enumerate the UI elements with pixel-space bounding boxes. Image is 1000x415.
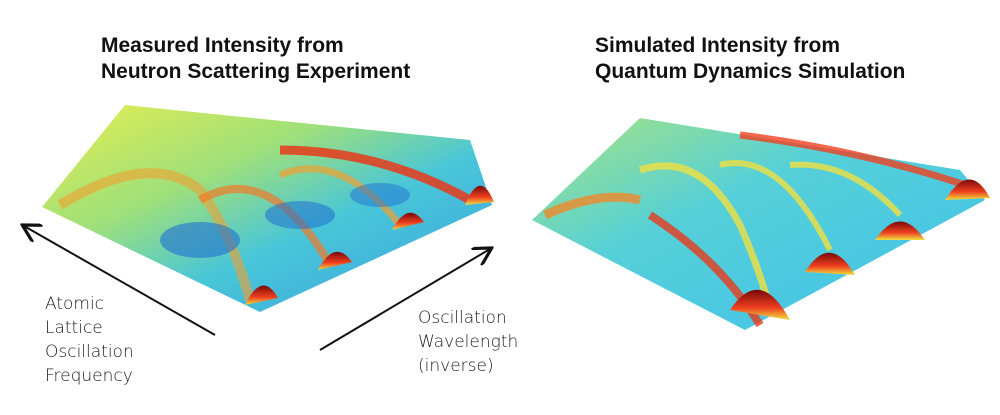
simulated-title-line-2: Quantum Dynamics Simulation bbox=[595, 60, 906, 83]
frequency-axis-label: Atomic Lattice Oscillation Frequency bbox=[45, 292, 134, 388]
frequency-axis-arrow bbox=[24, 226, 216, 336]
frequency-label-line: Lattice bbox=[45, 318, 103, 338]
measured-intensity-surface bbox=[42, 105, 494, 312]
frequency-label-line: Frequency bbox=[45, 366, 133, 386]
wavelength-axis-label: Oscillation Wavelength (inverse) bbox=[418, 306, 518, 378]
frequency-label-line: Oscillation bbox=[45, 342, 134, 362]
frequency-label-line: Atomic bbox=[45, 294, 105, 314]
measured-title: Measured Intensity from Neutron Scatteri… bbox=[101, 33, 410, 85]
simulated-title-line-1: Simulated Intensity from bbox=[595, 34, 841, 57]
measured-title-line-2: Neutron Scattering Experiment bbox=[101, 60, 411, 83]
measured-title-line-1: Measured Intensity from bbox=[101, 34, 344, 57]
wavelength-label-line: (inverse) bbox=[418, 356, 494, 376]
wavelength-axis-arrow bbox=[319, 249, 490, 351]
wavelength-label-line: Oscillation bbox=[418, 308, 507, 328]
wavelength-label-line: Wavelength bbox=[418, 332, 519, 352]
simulated-title: Simulated Intensity from Quantum Dynamic… bbox=[595, 33, 905, 85]
simulated-intensity-surface bbox=[532, 118, 990, 330]
